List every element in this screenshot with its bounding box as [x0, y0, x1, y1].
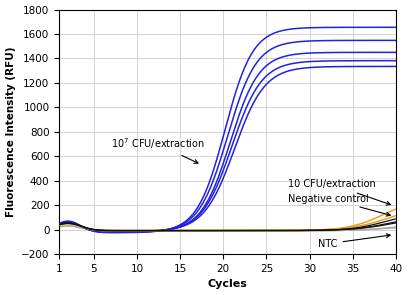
Text: Negative control: Negative control	[288, 194, 390, 216]
Text: $10^7$ CFU/extraction: $10^7$ CFU/extraction	[111, 137, 205, 163]
Text: NTC: NTC	[318, 234, 390, 249]
Y-axis label: Fluorescence Intensity (RFU): Fluorescence Intensity (RFU)	[6, 47, 16, 217]
X-axis label: Cycles: Cycles	[208, 279, 248, 289]
Text: 10 CFU/extraction: 10 CFU/extraction	[288, 179, 390, 205]
